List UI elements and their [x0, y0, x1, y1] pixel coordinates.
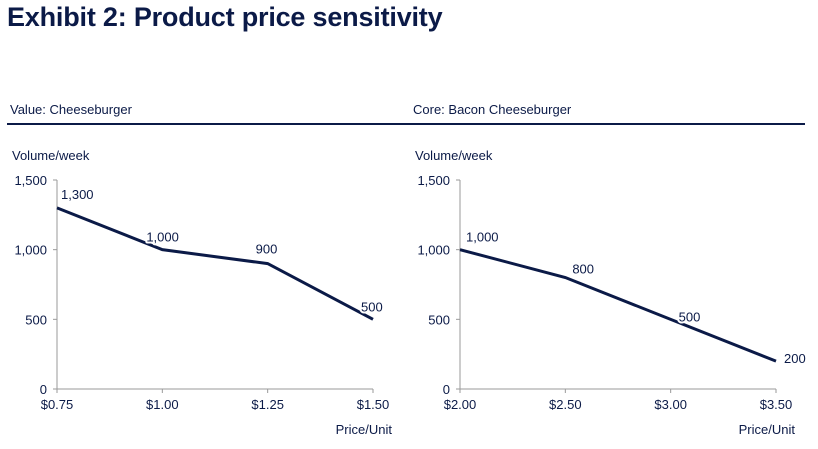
series-line	[56, 206, 374, 321]
x-tick-label: $3.50	[760, 397, 793, 412]
series-line	[459, 248, 777, 363]
x-tick-label: $1.25	[251, 397, 284, 412]
data-label: 500	[361, 299, 383, 314]
data-label: 500	[679, 309, 701, 324]
chart-cheeseburger: Volume/week 0 500 1,000 1,500 $0.75 $1.00 $1.25…	[12, 148, 393, 437]
y-tick-label: 1,500	[14, 173, 47, 188]
y-tick-label: 1,000	[417, 243, 450, 258]
y-tick-label: 500	[25, 312, 47, 327]
chart-bacon-cheeseburger: Volume/week 0 500 1,000 1,500 $2.00 $2.50 $3.00…	[415, 148, 808, 437]
y-tick-label: 0	[443, 382, 450, 397]
data-label: 800	[572, 262, 594, 277]
x-tick-label: $3.00	[654, 397, 687, 412]
x-tick-label: $1.00	[146, 397, 179, 412]
x-tick-label: $2.50	[549, 397, 582, 412]
data-label: 900	[256, 242, 278, 257]
x-tick-label: $2.00	[444, 397, 477, 412]
y-axis-label: Volume/week	[415, 148, 493, 163]
data-label: 1,000	[466, 230, 499, 245]
x-axis-label: Price/Unit	[336, 422, 393, 437]
y-tick-label: 1,000	[14, 243, 47, 258]
page-title: Exhibit 2: Product price sensitivity	[7, 2, 443, 32]
data-label: 200	[784, 351, 806, 366]
x-tick-label: $0.75	[41, 397, 74, 412]
y-axis-label: Volume/week	[12, 148, 90, 163]
header-divider	[7, 123, 805, 125]
panel-title-left: Value: Cheeseburger	[10, 102, 132, 117]
y-tick-label: 1,500	[417, 173, 450, 188]
data-label: 1,000	[146, 230, 179, 245]
data-label: 1,300	[61, 187, 94, 202]
x-axis-label: Price/Unit	[739, 422, 796, 437]
panel-title-right: Core: Bacon Cheeseburger	[413, 102, 572, 117]
y-tick-label: 500	[428, 312, 450, 327]
x-tick-label: $1.50	[357, 397, 390, 412]
y-tick-label: 0	[40, 382, 47, 397]
